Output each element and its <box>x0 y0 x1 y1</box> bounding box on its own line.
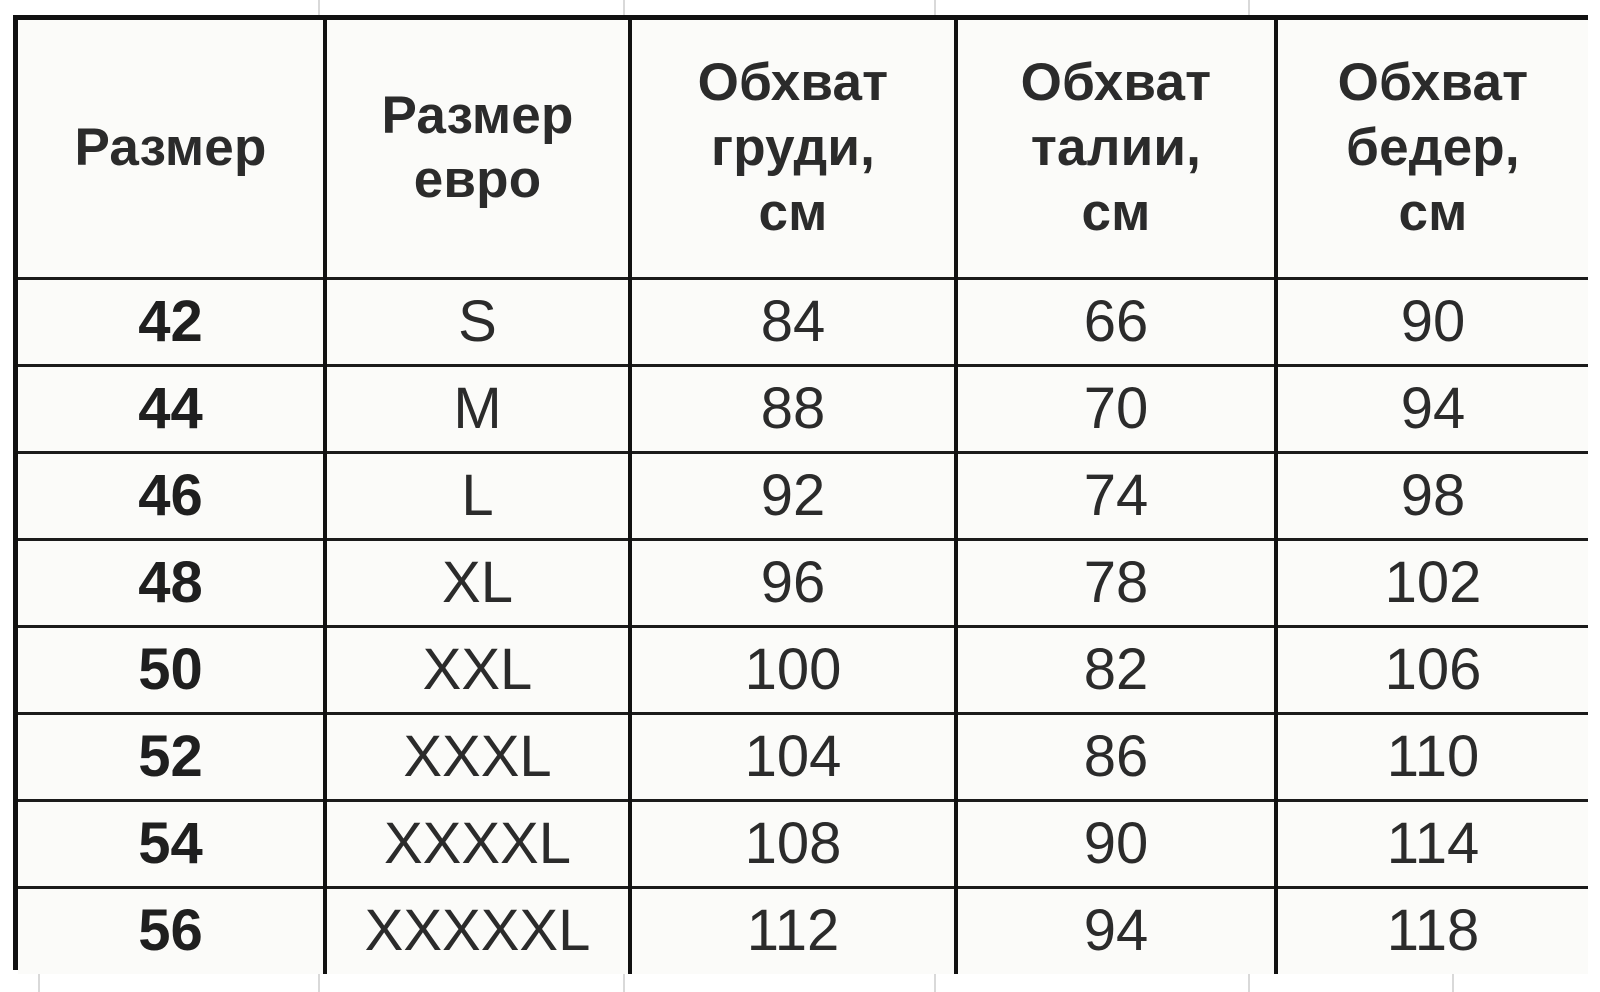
cell-waist: 90 <box>956 800 1278 889</box>
cell-waist: 82 <box>956 626 1278 715</box>
ghost-gridline-col-4-bottom <box>1248 968 1250 992</box>
cell-chest: 88 <box>630 365 958 454</box>
table-row: 50 XXL 100 82 106 <box>18 626 1588 715</box>
cell-size-ru: 56 <box>18 887 327 974</box>
cell-size-ru: 50 <box>18 626 327 715</box>
header-line: Обхват <box>1020 53 1212 113</box>
cell-waist: 74 <box>956 452 1278 541</box>
header-line: талии, <box>1030 117 1202 177</box>
cell-chest: 92 <box>630 452 958 541</box>
cell-chest: 104 <box>630 713 958 802</box>
cell-size-ru: 46 <box>18 452 327 541</box>
cell-size-ru: 54 <box>18 800 327 889</box>
ghost-gridline-col-5-bottom <box>1452 968 1454 992</box>
cell-size-euro: XXXL <box>325 713 632 802</box>
cell-size-euro: S <box>325 278 632 367</box>
size-chart-table-container: Размер Размер евро Обхват груди, см Обхв… <box>13 15 1588 974</box>
header-line: груди, <box>710 117 876 177</box>
column-header-hips: Обхват бедер, см <box>1276 20 1588 280</box>
header-line: Обхват <box>1337 53 1529 113</box>
cell-chest: 112 <box>630 887 958 974</box>
cell-size-euro: XL <box>325 539 632 628</box>
header-line: Размер <box>381 85 574 145</box>
cell-waist: 94 <box>956 887 1278 974</box>
column-header-size-euro: Размер евро <box>325 20 632 280</box>
cell-waist: 78 <box>956 539 1278 628</box>
table-row: 52 XXXL 104 86 110 <box>18 713 1588 802</box>
cell-size-euro: M <box>325 365 632 454</box>
header-line: бедер, <box>1346 117 1520 177</box>
column-header-chest: Обхват груди, см <box>630 20 958 280</box>
table-row: 48 XL 96 78 102 <box>18 539 1588 628</box>
table-row: 54 XXXXL 108 90 114 <box>18 800 1588 889</box>
cell-chest: 108 <box>630 800 958 889</box>
cell-size-ru: 52 <box>18 713 327 802</box>
cell-size-euro: L <box>325 452 632 541</box>
table-row: 56 XXXXXL 112 94 118 <box>18 887 1588 974</box>
ghost-gridline-col-3-bottom <box>934 968 936 992</box>
ghost-gridline-col-2-top <box>623 0 625 18</box>
ghost-gridline-col-1-bottom <box>318 968 320 992</box>
cell-hips: 102 <box>1276 539 1588 628</box>
table-row: 44 M 88 70 94 <box>18 365 1588 454</box>
ghost-gridline-col-2-bottom <box>623 968 625 992</box>
cell-size-ru: 44 <box>18 365 327 454</box>
cell-hips: 106 <box>1276 626 1588 715</box>
cell-hips: 94 <box>1276 365 1588 454</box>
cell-hips: 90 <box>1276 278 1588 367</box>
ghost-gridline-col-1-top <box>318 0 320 18</box>
cell-chest: 100 <box>630 626 958 715</box>
column-header-waist: Обхват талии, см <box>956 20 1278 280</box>
cell-size-euro: XXXXL <box>325 800 632 889</box>
header-line: см <box>758 182 828 242</box>
header-line: см <box>1398 182 1468 242</box>
ghost-gridline-col-3-top <box>934 0 936 18</box>
cell-chest: 84 <box>630 278 958 367</box>
table-row: 42 S 84 66 90 <box>18 278 1588 367</box>
header-row: Размер Размер евро Обхват груди, см Обхв… <box>18 20 1588 280</box>
cell-chest: 96 <box>630 539 958 628</box>
cell-hips: 110 <box>1276 713 1588 802</box>
cell-waist: 66 <box>956 278 1278 367</box>
cell-hips: 98 <box>1276 452 1588 541</box>
cell-waist: 86 <box>956 713 1278 802</box>
cell-size-euro: XXL <box>325 626 632 715</box>
column-header-size-ru: Размер <box>18 20 327 280</box>
header-line: Размер <box>74 117 267 177</box>
cell-size-ru: 48 <box>18 539 327 628</box>
header-line: Обхват <box>697 53 889 113</box>
header-line: евро <box>413 150 542 210</box>
cell-waist: 70 <box>956 365 1278 454</box>
ghost-gridline-col-4-top <box>1248 0 1250 18</box>
size-chart-table: Размер Размер евро Обхват груди, см Обхв… <box>18 20 1588 974</box>
table-body: 42 S 84 66 90 44 M 88 70 94 46 L 92 <box>18 278 1588 974</box>
cell-hips: 114 <box>1276 800 1588 889</box>
table-header: Размер Размер евро Обхват груди, см Обхв… <box>18 20 1588 280</box>
ghost-gridline-col-0-bottom <box>38 968 40 992</box>
header-line: см <box>1081 182 1151 242</box>
cell-hips: 118 <box>1276 887 1588 974</box>
cell-size-ru: 42 <box>18 278 327 367</box>
table-row: 46 L 92 74 98 <box>18 452 1588 541</box>
cell-size-euro: XXXXXL <box>325 887 632 974</box>
